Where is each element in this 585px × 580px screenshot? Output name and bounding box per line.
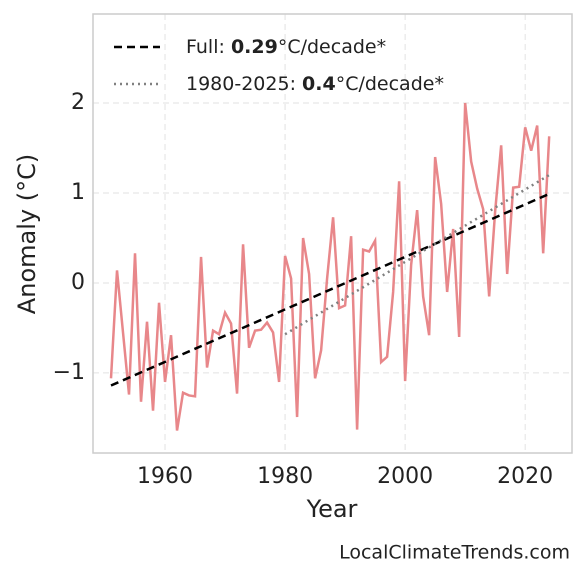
data-line [109,102,551,431]
source: LocalClimateTrends.com [339,542,570,564]
trend-line [110,192,550,387]
y-axis-label: Anomaly (°C) [13,154,41,314]
legend-unit: °C/decade* [278,36,386,58]
x-tick-label: 2020 [497,464,553,489]
legend-slope: 0.4 [302,73,336,95]
legend-entry: 1980-2025: 0.4°C/decade* [186,73,444,95]
legend-name: 1980-2025: [186,73,296,95]
y-tick-label: 2 [71,90,85,115]
y-tick-label: 0 [71,270,85,295]
y-tick-label: −1 [53,360,85,385]
y-tick-label: 1 [71,180,85,205]
x-tick-label: 1960 [137,464,193,489]
x-tick-label: 1980 [257,464,313,489]
legend-name: Full: [186,36,225,58]
plot-frame [92,13,573,454]
legend-slope: 0.29 [231,36,278,58]
x-axis-label: Year [306,495,358,523]
legend-entry: Full: 0.29°C/decade* [186,36,386,58]
x-tick-label: 2000 [377,464,433,489]
legend-unit: °C/decade* [336,73,444,95]
